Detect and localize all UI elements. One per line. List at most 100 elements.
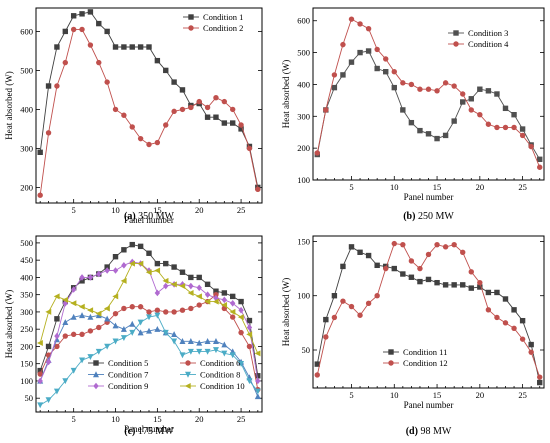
- data-point: [154, 307, 161, 313]
- series-condition-10: [36, 260, 261, 357]
- data-point: [238, 298, 244, 305]
- data-point: [179, 269, 186, 275]
- data-point: [154, 325, 161, 332]
- data-point: [112, 267, 119, 274]
- data-point: [365, 48, 372, 54]
- x-axis-label: Panel number: [404, 192, 454, 202]
- data-point: [477, 86, 483, 92]
- data-point: [112, 322, 119, 329]
- y-tick-label: 450: [20, 255, 33, 265]
- data-point: [37, 367, 43, 374]
- legend-marker: [93, 371, 99, 378]
- data-point: [129, 124, 135, 130]
- data-point: [238, 360, 245, 367]
- data-point: [255, 186, 261, 193]
- data-point: [121, 44, 127, 50]
- data-point: [230, 106, 236, 113]
- data-point: [45, 343, 52, 350]
- data-point: [340, 263, 346, 270]
- data-point: [417, 86, 423, 92]
- data-point: [196, 348, 203, 355]
- data-point: [96, 20, 102, 27]
- data-point: [112, 338, 119, 345]
- data-point: [528, 143, 534, 150]
- data-point: [537, 164, 543, 170]
- data-point: [179, 307, 186, 313]
- data-point: [246, 378, 253, 385]
- x-tick-label: 10: [390, 390, 399, 400]
- data-point: [230, 120, 236, 126]
- data-point: [104, 28, 110, 35]
- y-tick-label: 400: [297, 79, 310, 89]
- data-point: [221, 341, 228, 348]
- data-point: [188, 274, 194, 281]
- data-point: [171, 338, 178, 345]
- data-point: [340, 41, 346, 48]
- chart-panel-2: 100 200 300 400 500 600 5 10 15 20 25 Panel number H…: [281, 7, 545, 222]
- data-point: [246, 145, 253, 152]
- data-point: [204, 348, 211, 355]
- data-point: [528, 341, 534, 348]
- data-point: [145, 269, 152, 276]
- data-point: [137, 243, 144, 250]
- legend-label: Condition 6: [200, 358, 240, 368]
- data-point: [187, 348, 194, 355]
- data-point: [96, 324, 102, 331]
- data-point: [70, 313, 77, 320]
- data-point: [129, 260, 135, 267]
- data-point: [204, 291, 211, 298]
- data-point: [104, 315, 111, 322]
- y-axis-label: Heat absorbed (W): [4, 290, 14, 358]
- data-point: [221, 120, 228, 126]
- legend-marker: [185, 360, 191, 366]
- data-point: [408, 81, 415, 88]
- data-point: [213, 114, 219, 120]
- series-condition-8: [37, 312, 261, 409]
- data-point: [331, 314, 338, 321]
- data-point: [171, 309, 177, 315]
- series-line: [39, 28, 259, 196]
- data-point: [196, 302, 202, 308]
- data-point: [62, 333, 68, 339]
- x-tick-label: 5: [349, 182, 353, 192]
- legend-label: Condition 2: [203, 23, 243, 33]
- data-point: [87, 313, 94, 320]
- data-point: [45, 130, 52, 136]
- data-point: [246, 324, 253, 331]
- data-point: [154, 312, 161, 319]
- data-point: [104, 264, 110, 270]
- data-point: [425, 86, 432, 92]
- data-point: [246, 317, 253, 324]
- legend-label: Condition 5: [108, 358, 148, 368]
- data-point: [221, 98, 228, 105]
- legend-marker: [93, 382, 99, 390]
- data-point: [229, 308, 236, 315]
- x-axis-label: Panel number: [404, 400, 454, 410]
- y-tick-label: 150: [20, 359, 33, 369]
- series-condition-1: [37, 9, 261, 191]
- data-point: [54, 343, 60, 350]
- x-tick-label: 20: [195, 205, 204, 215]
- data-point: [171, 264, 177, 270]
- data-point: [204, 298, 211, 305]
- y-tick-label: 100: [20, 376, 33, 386]
- y-tick-label: 200: [297, 143, 310, 153]
- data-point: [196, 98, 202, 105]
- data-point: [212, 347, 219, 354]
- data-point: [45, 308, 52, 315]
- data-point: [45, 358, 52, 366]
- data-point: [348, 244, 355, 250]
- data-point: [104, 79, 110, 85]
- x-tick-label: 10: [111, 205, 120, 215]
- data-point: [170, 281, 177, 288]
- data-point: [502, 105, 509, 112]
- data-point: [120, 325, 127, 332]
- data-point: [179, 352, 186, 359]
- data-point: [95, 348, 102, 355]
- data-point: [511, 325, 517, 331]
- data-point: [53, 388, 60, 395]
- data-point: [146, 309, 152, 315]
- data-point: [391, 265, 397, 272]
- data-point: [314, 361, 320, 367]
- data-point: [425, 131, 432, 137]
